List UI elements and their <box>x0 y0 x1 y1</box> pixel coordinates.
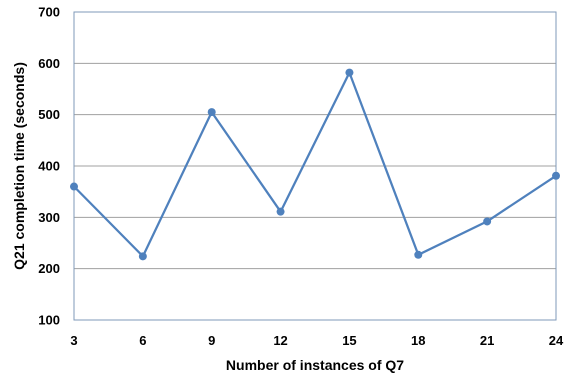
x-tick-label: 3 <box>70 333 77 348</box>
y-axis-title: Q21 completion time (seconds) <box>11 62 27 270</box>
x-tick-label: 18 <box>411 333 425 348</box>
y-tick-label: 700 <box>38 5 60 20</box>
x-tick-label: 24 <box>549 333 564 348</box>
data-point <box>276 207 285 216</box>
x-axis-title: Number of instances of Q7 <box>226 357 404 373</box>
y-tick-label: 400 <box>38 159 60 174</box>
series-layer <box>70 68 560 261</box>
y-tick-label: 100 <box>38 313 60 328</box>
x-tick-label: 12 <box>273 333 287 348</box>
y-tick-label: 500 <box>38 107 60 122</box>
plot-area-frame <box>73 11 557 321</box>
data-point <box>207 108 216 117</box>
y-tick-label: 300 <box>38 210 60 225</box>
data-point <box>414 250 423 259</box>
x-axis-tick-labels: 3 6 9 12 15 18 21 24 <box>70 333 564 348</box>
y-tick-label: 200 <box>38 261 60 276</box>
y-axis-tick-labels: 100 200 300 400 500 600 700 <box>38 5 60 328</box>
data-point <box>552 171 560 180</box>
x-tick-label: 15 <box>342 333 356 348</box>
data-point <box>70 182 78 191</box>
data-point <box>345 68 354 77</box>
x-tick-label: 9 <box>208 333 215 348</box>
x-tick-label: 6 <box>139 333 146 348</box>
data-point <box>138 252 147 261</box>
y-tick-label: 600 <box>38 56 60 71</box>
series-line <box>73 71 557 258</box>
gridlines <box>74 62 556 270</box>
x-tick-label: 21 <box>480 333 494 348</box>
data-point <box>483 217 492 226</box>
